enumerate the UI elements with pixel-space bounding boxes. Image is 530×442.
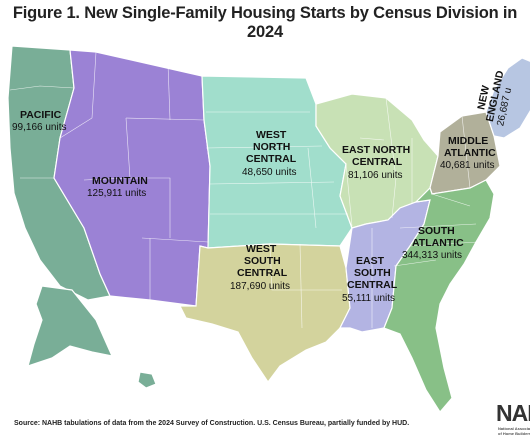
label-enc-name-2: CENTRAL: [352, 156, 403, 168]
label-pacific: PACIFIC 99,166 units: [12, 109, 67, 133]
label-east-north-central: EAST NORTH CENTRAL 81,106 units: [342, 144, 413, 181]
label-middle-atlantic: MIDDLE ATLANTIC 40,681 units: [440, 135, 499, 171]
label-east-south-central: EAST SOUTH CENTRAL 55,111 units: [342, 255, 400, 304]
label-pacific-value: 99,166 units: [12, 122, 67, 133]
label-west-south-central: WEST SOUTH CENTRAL 187,690 units: [230, 243, 290, 292]
label-esc-name-2: SOUTH: [354, 267, 391, 279]
region-pacific-hawaii: [137, 371, 157, 389]
label-ma-value: 40,681 units: [440, 160, 495, 171]
label-sa-name-1: SOUTH: [418, 225, 455, 237]
us-division-map: PACIFIC 99,166 units MOUNTAIN 125,911 un…: [7, 45, 530, 414]
state-borders: [9, 51, 479, 329]
region-west-south-central: [179, 243, 351, 384]
label-sa-name-2: ATLANTIC: [412, 237, 464, 249]
label-esc-name-1: EAST: [356, 255, 385, 267]
label-esc-name-3: CENTRAL: [347, 279, 398, 291]
label-wnc-name-1: WEST: [256, 129, 287, 141]
label-mountain-name: MOUNTAIN: [92, 175, 148, 187]
figure-title: Figure 1. New Single-Family Housing Star…: [12, 4, 518, 41]
source-note: Source: NAHB tabulations of data from th…: [14, 420, 410, 427]
label-mountain: MOUNTAIN 125,911 units: [87, 175, 151, 199]
label-west-north-central: WEST NORTH CENTRAL 48,650 units: [242, 129, 299, 178]
label-ne-name-1: NEW: [475, 84, 492, 111]
label-ma-name-2: ATLANTIC: [444, 147, 496, 159]
label-wnc-name-2: NORTH: [253, 141, 290, 153]
label-enc-value: 81,106 units: [348, 170, 403, 181]
label-wnc-value: 48,650 units: [242, 167, 297, 178]
label-pacific-name: PACIFIC: [20, 109, 62, 121]
label-south-atlantic: SOUTH ATLANTIC 344,313 units: [402, 225, 467, 261]
label-wsc-name-2: SOUTH: [244, 255, 281, 267]
label-wsc-name-1: WEST: [246, 243, 277, 255]
label-ma-name-1: MIDDLE: [448, 135, 488, 147]
label-enc-name-1: EAST NORTH: [342, 144, 410, 156]
logo-subtext: National Association of Home Builders: [498, 426, 530, 436]
logo-text: NAHB: [496, 400, 530, 426]
region-pacific-alaska: [27, 285, 114, 367]
nahb-logo: NAHB National Association of Home Builde…: [496, 400, 530, 436]
label-esc-value: 55,111 units: [342, 293, 395, 304]
label-wsc-name-3: CENTRAL: [237, 267, 288, 279]
region-new-england: [485, 57, 530, 139]
label-wnc-name-3: CENTRAL: [246, 153, 297, 165]
label-wsc-value: 187,690 units: [230, 281, 290, 292]
label-sa-value: 344,313 units: [402, 250, 462, 261]
label-mountain-value: 125,911 units: [87, 188, 146, 199]
